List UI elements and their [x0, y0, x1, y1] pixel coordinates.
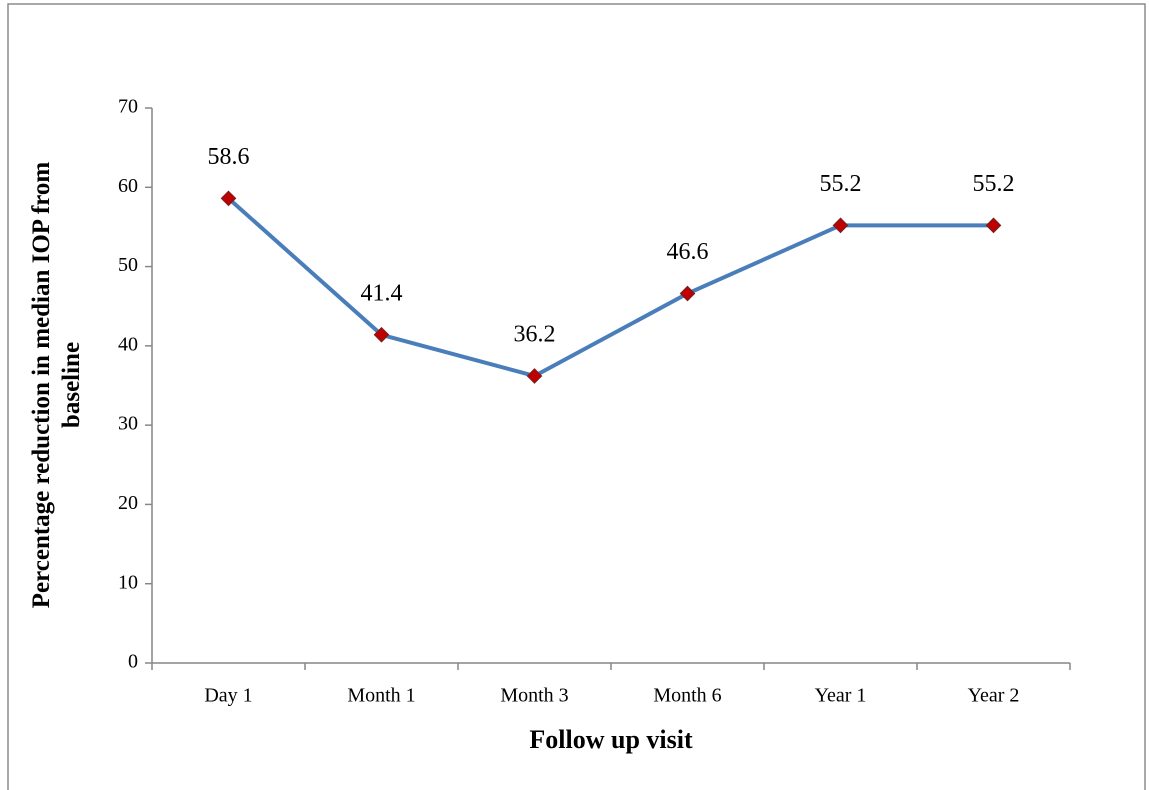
- data-marker: [373, 326, 390, 343]
- y-axis-title: Percentage reduction in median IOP from …: [28, 161, 85, 609]
- y-tick-label: 20: [118, 492, 138, 514]
- x-tick-label: Month 3: [500, 685, 568, 707]
- y-tick-label: 30: [118, 413, 138, 435]
- x-tick-label: Year 1: [815, 685, 867, 707]
- y-tick-label: 50: [118, 254, 138, 276]
- data-label: 55.2: [973, 171, 1015, 197]
- data-marker: [526, 368, 543, 384]
- data-label: 41.4: [361, 280, 403, 306]
- x-tick-label: Year 2: [968, 685, 1020, 707]
- y-tick-label: 70: [118, 96, 138, 118]
- data-line: [227, 196, 994, 378]
- y-tick-label: 0: [128, 651, 138, 673]
- chart-frame: [7, 3, 1146, 790]
- data-marker: [832, 217, 849, 234]
- data-marker: [679, 285, 696, 302]
- x-tick-label: Day 1: [204, 685, 252, 707]
- data-label: 36.2: [514, 321, 556, 347]
- data-marker: [985, 217, 1002, 234]
- data-label: 55.2: [820, 171, 862, 197]
- x-axis-title: Follow up visit: [529, 725, 693, 754]
- x-tick-label: Month 6: [653, 685, 721, 707]
- y-tick-label: 60: [118, 175, 138, 197]
- data-label: 58.6: [208, 144, 250, 170]
- y-tick-label: 10: [118, 571, 138, 593]
- data-marker: [220, 190, 237, 207]
- y-tick-label: 40: [118, 333, 138, 355]
- x-tick-label: Month 1: [347, 685, 415, 707]
- data-label: 46.6: [667, 239, 709, 265]
